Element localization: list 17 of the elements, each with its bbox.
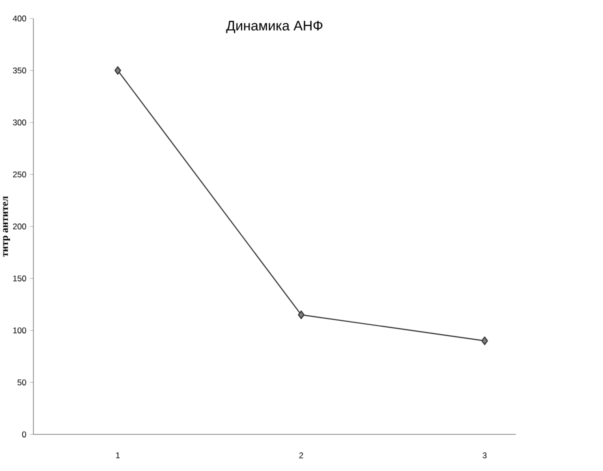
y-axis-title: титр антител [3,196,10,257]
y-tick-label: 150 [13,275,26,282]
y-tick-label: 200 [13,223,26,230]
y-tick-label: 400 [12,15,26,22]
y-tick-label: 250 [13,171,26,178]
x-tick-label: 2 [299,452,304,458]
x-tick-label: 1 [116,452,120,458]
y-tick-label: 0 [22,431,26,438]
y-tick-label: 300 [12,119,26,126]
y-tick-label: 100 [13,327,26,334]
chart-title: Динамика АНФ [226,20,322,33]
point [114,66,122,75]
y-tick-label: 350 [12,67,26,74]
point [481,336,488,345]
point [298,310,305,319]
y-tick-label: 50 [18,379,26,386]
x-tick-label: 3 [482,452,487,458]
